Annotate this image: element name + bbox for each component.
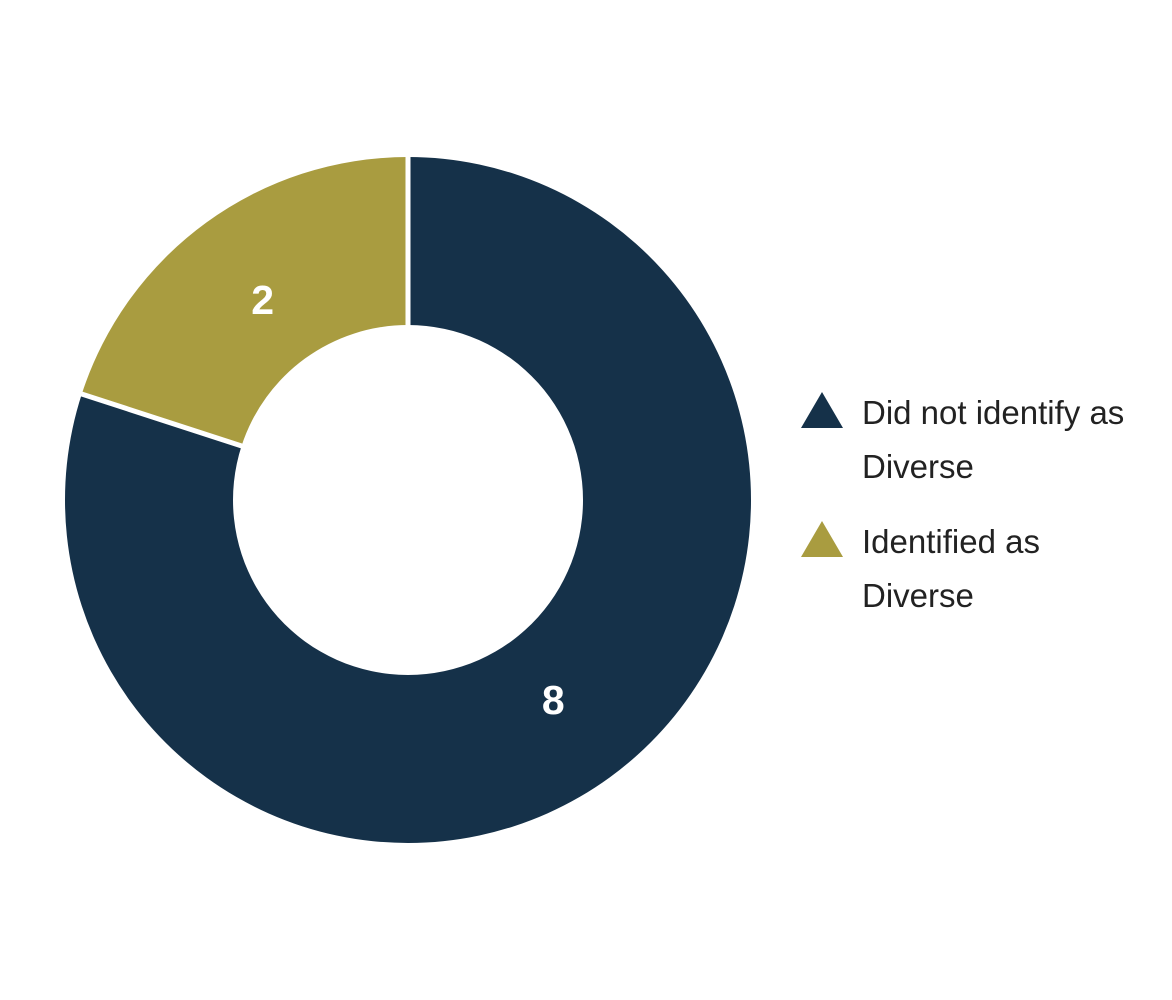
slice-value-label: 8 xyxy=(542,677,565,723)
slice-value-label: 2 xyxy=(251,277,274,323)
legend: Did not identify as Diverse Identified a… xyxy=(801,386,1134,623)
legend-label: Did not identify as Diverse xyxy=(862,394,1125,485)
donut-segment-0[interactable] xyxy=(65,157,752,843)
legend-label: Identified as Diverse xyxy=(862,523,1040,614)
legend-item-did-not-identify-as-diverse[interactable]: Did not identify as Diverse xyxy=(801,386,1134,494)
triangle-marker-icon xyxy=(801,392,843,428)
legend-item-identified-as-diverse[interactable]: Identified as Diverse xyxy=(801,515,1134,623)
slice-separator xyxy=(78,390,246,450)
triangle-marker-icon xyxy=(801,521,843,557)
donut-segment-1[interactable] xyxy=(81,157,408,446)
